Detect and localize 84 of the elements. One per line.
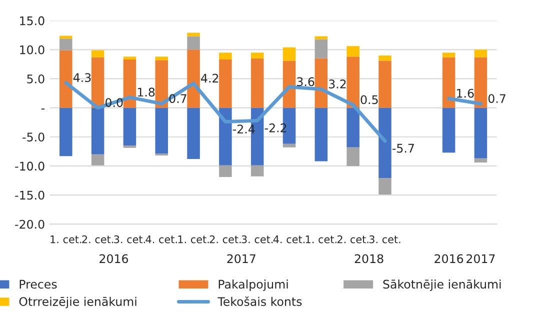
x-tick-label: 1. cet. xyxy=(178,236,209,244)
bar xyxy=(314,39,328,58)
bar xyxy=(314,58,328,108)
x-tick-label: 4. cet. xyxy=(273,236,305,244)
y-tick-label: 10.0 xyxy=(20,45,44,54)
bar xyxy=(282,60,296,108)
bar xyxy=(474,158,488,162)
y-tick-label: 5.0 xyxy=(27,74,44,84)
text: 2016 xyxy=(434,254,464,264)
bar xyxy=(123,60,136,108)
bar xyxy=(91,50,104,58)
bar xyxy=(219,52,232,60)
y-tick-label: -15.0 xyxy=(15,190,44,200)
x-tick-label: 3. cet. xyxy=(242,235,273,244)
bar xyxy=(60,38,72,50)
x-tick-label: 3. cet. xyxy=(369,235,400,244)
x-tick-label: 2. cet. xyxy=(210,235,241,244)
data-label: 1.8 xyxy=(138,88,155,97)
text: 2017 xyxy=(466,254,495,264)
bar xyxy=(155,60,168,108)
bar xyxy=(282,47,296,61)
x-tick-label: 4. cet. xyxy=(146,236,177,244)
bar xyxy=(474,50,488,58)
text: 2016 xyxy=(100,254,128,264)
data-label: 1.6 xyxy=(457,88,474,98)
data-label: 3.2 xyxy=(329,80,346,88)
data-label: 3.6 xyxy=(297,77,314,86)
y-tick-label: -5.0 xyxy=(22,132,44,142)
x-tick-label: 1. cet. xyxy=(306,236,336,244)
bar xyxy=(187,32,200,36)
bar xyxy=(442,52,456,58)
legend-label: Sākotnējie ienākumi xyxy=(383,280,501,291)
data-label: 4.3 xyxy=(73,73,91,82)
bar xyxy=(187,36,200,50)
bar xyxy=(91,108,104,154)
bar xyxy=(60,50,72,108)
x-tick-label: 1. cet. xyxy=(50,236,82,244)
bar xyxy=(219,60,232,108)
y-tick-label: -10.0 xyxy=(15,162,44,171)
bar xyxy=(250,52,264,58)
bar xyxy=(250,58,264,108)
bar xyxy=(474,57,488,108)
legend-label: Preces xyxy=(20,280,57,289)
bar xyxy=(378,55,392,61)
data-label: 0.7 xyxy=(488,94,506,103)
bar xyxy=(187,108,200,159)
bar xyxy=(219,165,232,177)
data-label: -5.7 xyxy=(392,144,414,153)
bar xyxy=(155,108,168,154)
bar xyxy=(187,50,200,108)
bar xyxy=(123,56,136,60)
bar xyxy=(219,108,232,166)
bar xyxy=(346,56,360,108)
bar xyxy=(378,60,392,108)
y-tick-label: 15.0 xyxy=(20,16,44,26)
bar xyxy=(250,165,264,176)
legend-label: Pakalpojumi xyxy=(218,280,288,291)
x-tick-label: 3. cet. xyxy=(114,235,145,244)
legend-label: Otrreizējie ienākumi xyxy=(19,296,136,308)
x-tick-label: 2. cet. xyxy=(337,235,368,244)
y-tick-label: -20.0 xyxy=(15,220,44,229)
bar xyxy=(474,108,488,158)
data-label: 4.2 xyxy=(201,74,218,82)
bar xyxy=(378,178,392,194)
bar xyxy=(155,56,168,60)
bar xyxy=(442,57,456,108)
x-tick-label: 2. cet. xyxy=(82,235,114,244)
y-tick-label: - xyxy=(41,108,44,110)
bar xyxy=(91,57,104,108)
bar xyxy=(442,108,456,153)
legend-label: Tekošais konts xyxy=(218,296,302,306)
bar xyxy=(123,108,136,146)
bar xyxy=(314,108,328,162)
bar xyxy=(91,154,104,166)
bar xyxy=(346,147,360,166)
bar xyxy=(60,108,72,156)
bar xyxy=(60,36,72,39)
text: 2017 xyxy=(227,254,256,264)
data-label: 0.5 xyxy=(360,95,378,104)
bar xyxy=(378,108,392,178)
bar xyxy=(346,108,360,148)
bar xyxy=(282,144,296,148)
text: 2018 xyxy=(354,254,384,264)
bar xyxy=(346,46,360,57)
